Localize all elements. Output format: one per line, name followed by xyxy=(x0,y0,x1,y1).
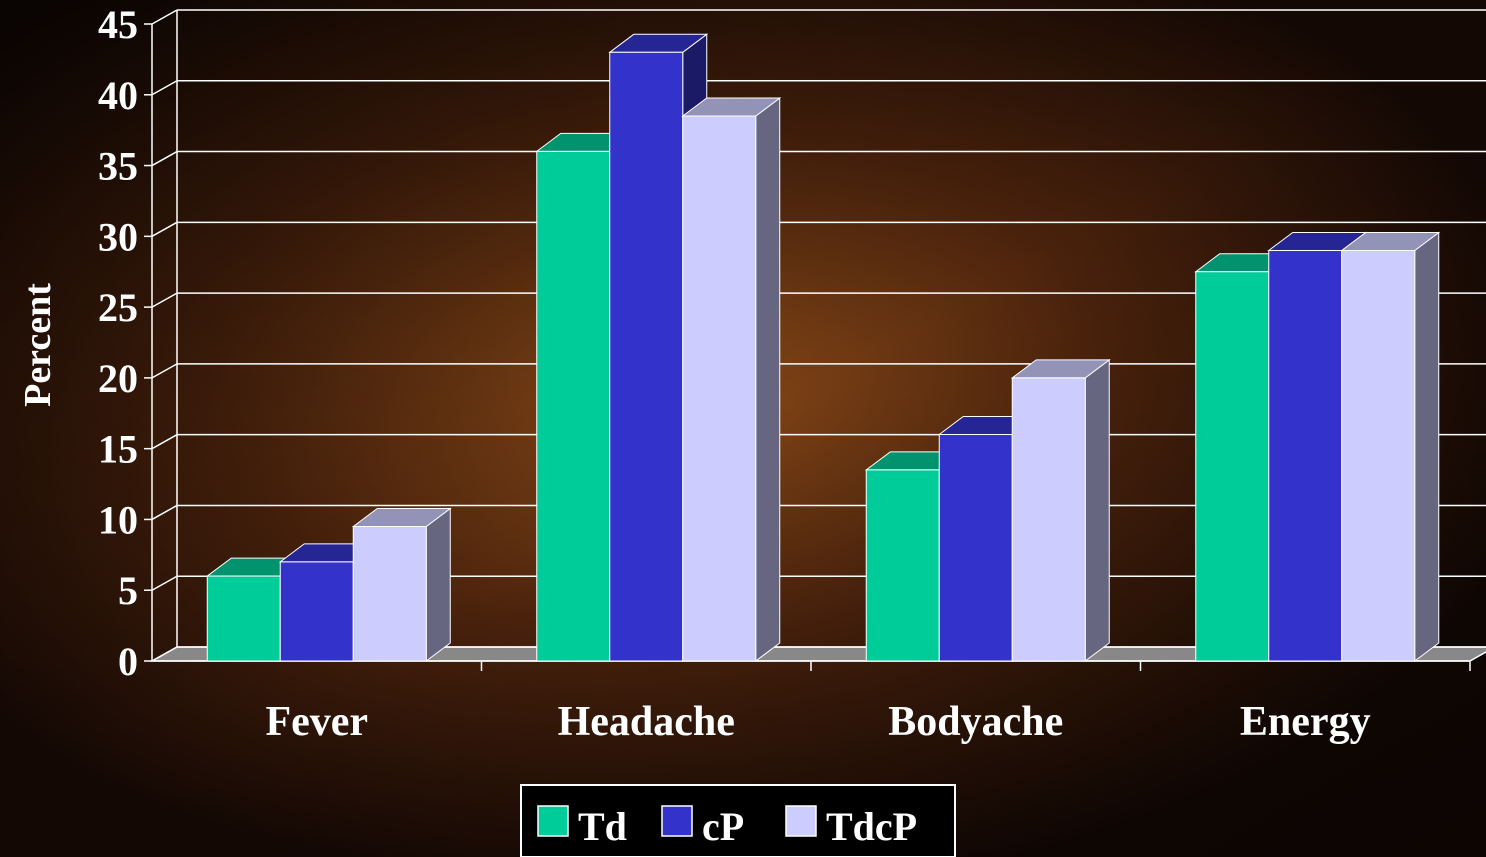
bar xyxy=(1341,249,1416,662)
legend-swatch xyxy=(785,805,817,837)
bar-side xyxy=(1084,358,1110,662)
y-tick-label: 25 xyxy=(98,285,138,330)
y-tick-label: 5 xyxy=(118,568,138,613)
y-tick-label: 15 xyxy=(98,427,138,472)
bar xyxy=(1268,249,1343,662)
y-tick-label: 35 xyxy=(98,144,138,189)
y-axis-label: Percent xyxy=(17,283,59,407)
depth-line xyxy=(151,646,178,662)
legend xyxy=(520,784,956,857)
y-tick-label: 20 xyxy=(98,356,138,401)
bar xyxy=(682,115,757,662)
bar xyxy=(279,561,354,662)
bar xyxy=(1195,271,1270,662)
y-tick-label: 45 xyxy=(98,2,138,47)
bar xyxy=(536,150,611,662)
y-tick-label: 30 xyxy=(98,214,138,259)
depth-line xyxy=(151,150,178,167)
bar-side xyxy=(1414,231,1440,662)
legend-label: Td xyxy=(578,804,627,849)
legend-swatch xyxy=(661,805,693,837)
depth-line xyxy=(151,504,178,521)
depth-line xyxy=(151,292,178,308)
depth-line xyxy=(151,575,178,591)
bar xyxy=(865,469,940,662)
bar-side xyxy=(755,97,781,662)
depth-line xyxy=(151,434,178,450)
x-tick-label: Bodyache xyxy=(888,699,1063,745)
bar-side xyxy=(425,507,451,662)
depth-line xyxy=(151,363,178,379)
y-tick-label: 0 xyxy=(118,639,138,684)
legend-label: TdcP xyxy=(826,804,917,849)
bar xyxy=(352,526,427,662)
bar xyxy=(1011,377,1086,662)
bar xyxy=(938,434,1013,662)
x-tick-label: Headache xyxy=(558,699,735,745)
legend-label: cP xyxy=(702,804,744,849)
bar xyxy=(206,575,281,662)
x-tick-label: Fever xyxy=(265,699,368,745)
y-tick-label: 10 xyxy=(98,497,138,542)
bar xyxy=(609,51,684,662)
legend-swatch xyxy=(537,805,569,837)
x-tick-label: Energy xyxy=(1240,699,1371,745)
y-tick-label: 40 xyxy=(98,73,138,118)
depth-line xyxy=(151,9,178,25)
depth-line xyxy=(151,221,178,237)
depth-line xyxy=(151,80,178,96)
